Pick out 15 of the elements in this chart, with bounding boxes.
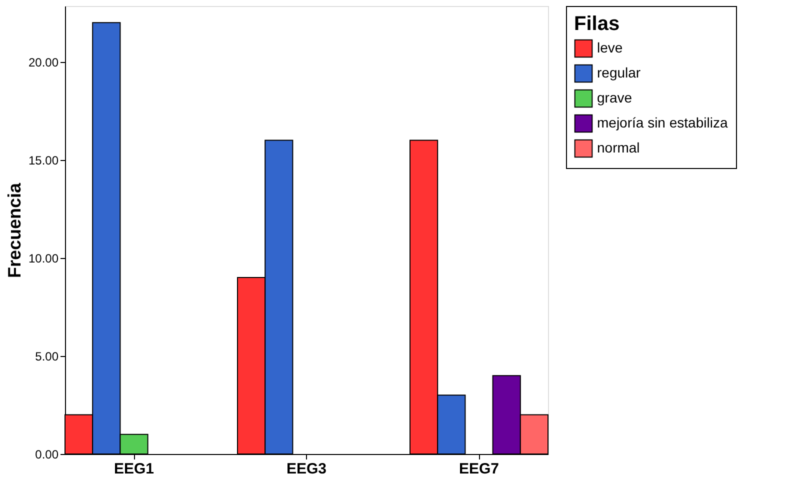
legend-label: leve [597,40,623,56]
legend-label: normal [597,140,640,156]
legend-label: grave [597,90,632,106]
legend-label: regular [597,64,641,80]
x-tick-label: EEG7 [458,460,500,478]
y-tick-label: 5.00 [35,349,59,364]
y-axis-title: Frecuencia [4,182,24,278]
y-tick-label: 0.00 [35,448,59,462]
x-tick-label: EEG1 [114,460,154,478]
y-tick-label: 10.00 [28,251,59,266]
y-tick-label: 15.00 [28,153,59,168]
legend-title: Filas [574,13,620,35]
legend-label: mejoría sin estabiliza [597,114,728,130]
x-tick-label: EEG3 [286,460,327,478]
y-tick-label: 20.00 [28,55,59,70]
